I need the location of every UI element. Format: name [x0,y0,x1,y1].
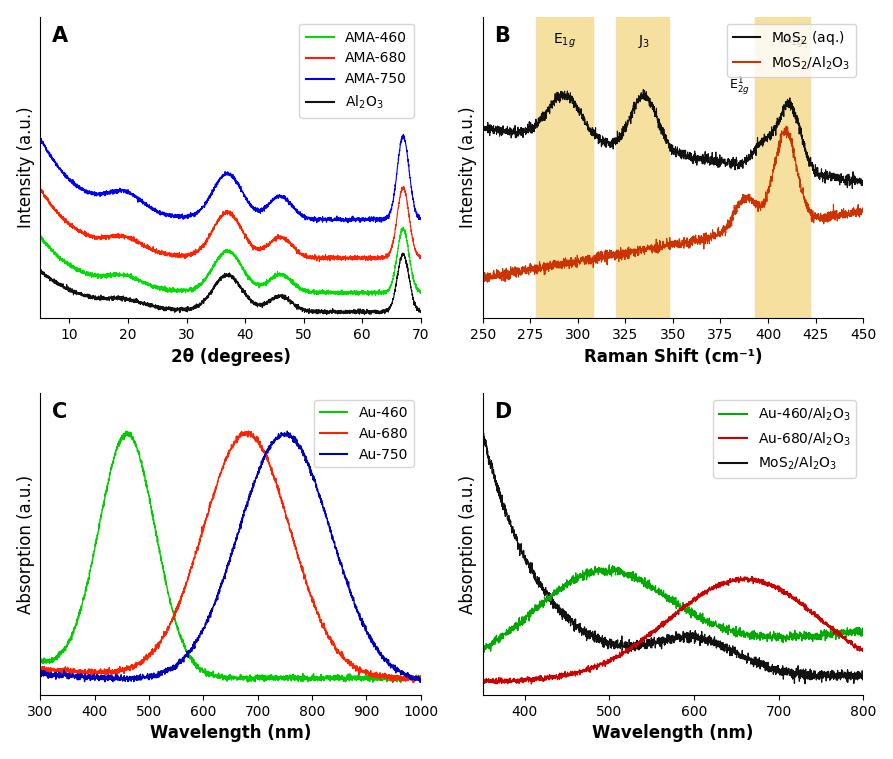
Text: J$_3$: J$_3$ [638,33,650,50]
Y-axis label: Absorption (a.u.): Absorption (a.u.) [17,474,35,614]
Y-axis label: Intensity (a.u.): Intensity (a.u.) [17,107,35,228]
Text: E$^1_{2g}$: E$^1_{2g}$ [729,75,750,97]
Text: A: A [52,26,68,46]
X-axis label: 2θ (degrees): 2θ (degrees) [171,348,290,366]
Text: E$_{1g}$: E$_{1g}$ [553,32,576,50]
Y-axis label: Intensity (a.u.): Intensity (a.u.) [459,107,477,228]
Text: A$_{1g}$: A$_{1g}$ [781,32,805,50]
Bar [536,17,593,318]
Text: B: B [494,26,510,46]
Bar [616,17,669,318]
X-axis label: Wavelength (nm): Wavelength (nm) [592,724,754,742]
X-axis label: Raman Shift (cm⁻¹): Raman Shift (cm⁻¹) [584,348,762,366]
Text: C: C [52,402,67,423]
Legend: Au-460/Al$_2$O$_3$, Au-680/Al$_2$O$_3$, MoS$_2$/Al$_2$O$_3$: Au-460/Al$_2$O$_3$, Au-680/Al$_2$O$_3$, … [714,400,856,477]
Legend: Au-460, Au-680, Au-750: Au-460, Au-680, Au-750 [314,400,413,468]
Legend: MoS$_2$ (aq.), MoS$_2$/Al$_2$O$_3$: MoS$_2$ (aq.), MoS$_2$/Al$_2$O$_3$ [727,24,856,77]
Text: D: D [494,402,512,423]
X-axis label: Wavelength (nm): Wavelength (nm) [150,724,311,742]
Y-axis label: Absorption (a.u.): Absorption (a.u.) [459,474,477,614]
Legend: AMA-460, AMA-680, AMA-750, Al$_2$O$_3$: AMA-460, AMA-680, AMA-750, Al$_2$O$_3$ [299,24,413,118]
Bar [755,17,810,318]
